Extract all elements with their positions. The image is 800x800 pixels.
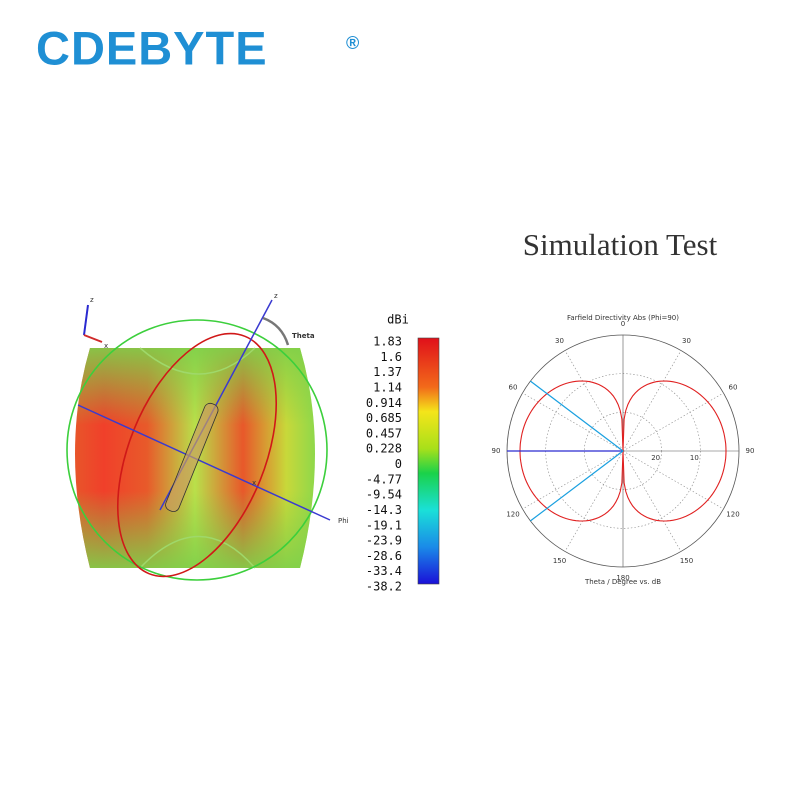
polar-spoke — [622, 392, 724, 452]
colorbar-label: -33.4 — [366, 564, 402, 578]
colorbar-label: -9.54 — [366, 488, 402, 502]
colorbar-label: 0.457 — [366, 426, 402, 440]
colorbar-label: -28.6 — [366, 549, 402, 563]
polar-spoke — [622, 450, 682, 552]
polar-angle-label: 120 — [726, 511, 739, 519]
polar-angle-label: 0 — [621, 320, 625, 328]
polar-title: Farfield Directivity Abs (Phi=90) — [567, 314, 679, 322]
polar-radial-label: 20 — [651, 454, 660, 462]
colorbar-label: -4.77 — [366, 472, 402, 486]
colorbar-label: 0.228 — [366, 442, 402, 456]
theta-circle — [116, 332, 278, 578]
colorbar-unit: dBi — [387, 313, 409, 327]
section-title: Simulation Test — [523, 227, 718, 262]
surface-line — [139, 347, 256, 569]
axis-label: Theta — [292, 332, 315, 340]
colorbar-label: 1.14 — [373, 380, 402, 394]
colorbar — [417, 337, 440, 585]
polar-spoke — [522, 392, 624, 452]
polar-angle-label: 30 — [555, 337, 564, 345]
beamwidth-line — [530, 450, 624, 522]
mini-axis-label: z — [90, 296, 94, 304]
polar-angle-label: 150 — [680, 557, 693, 565]
mini-axis — [83, 304, 89, 336]
registered-mark: ® — [346, 33, 359, 53]
x-axis-line — [77, 404, 331, 521]
polar-spoke — [564, 450, 624, 552]
colorbar-label: -38.2 — [366, 580, 402, 594]
polar-angle-label: 150 — [553, 557, 566, 565]
colorbar-label: 0.685 — [366, 411, 402, 425]
antenna-model — [165, 402, 219, 512]
polar-angle-label: 60 — [509, 384, 518, 392]
mini-axis — [83, 334, 103, 343]
colorbar-label: -23.9 — [366, 534, 402, 548]
colorbar-label: 0 — [395, 457, 402, 471]
phi-circle — [66, 319, 328, 581]
polar-angle-label: 120 — [506, 511, 519, 519]
colorbar-label: 1.6 — [380, 350, 402, 364]
axis-label: x — [252, 479, 256, 487]
polar-spoke — [564, 350, 624, 452]
colorbar-label: 1.83 — [373, 335, 402, 349]
brand: CDEBYTE — [36, 21, 268, 74]
axis-label: z — [274, 292, 278, 300]
polar-footer: Theta / Degree vs. dB — [584, 578, 661, 586]
polar-plot: 0 30 60 90 120 150 180 150 120 90 60 30 20 10 — [492, 320, 755, 582]
polar-angle-label: 60 — [729, 384, 738, 392]
polar-angle-label: 90 — [746, 447, 755, 455]
pattern-3d: z Phi Theta x z x — [66, 292, 349, 581]
theta-arrow — [262, 316, 290, 346]
colorbar-label: 1.37 — [373, 365, 402, 379]
polar-angle-label: 30 — [682, 337, 691, 345]
mini-axis-label: x — [104, 342, 108, 350]
polar-radial-label: 10 — [690, 454, 699, 462]
polar-angle-label: 180 — [616, 574, 629, 582]
colorbar-label: 0.914 — [366, 396, 402, 410]
colorbar-label: -14.3 — [366, 503, 402, 517]
polar-spoke — [622, 350, 682, 452]
polar-angle-label: 90 — [492, 447, 501, 455]
polar-spoke — [522, 450, 624, 510]
beamwidth-line — [530, 380, 624, 452]
colorbar-label: -19.1 — [366, 518, 402, 532]
axis-label: Phi — [338, 517, 349, 525]
polar-spoke — [622, 450, 724, 510]
